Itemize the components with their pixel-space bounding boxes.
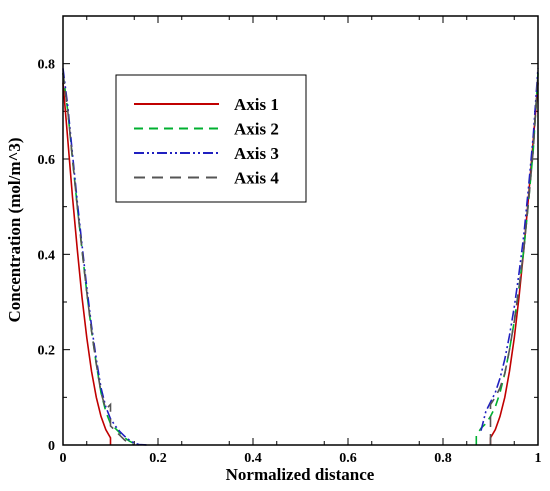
x-tick-label: 0.2 (149, 451, 167, 466)
legend-label-axis-3: Axis 3 (234, 144, 279, 163)
series-line-axis-2 (475, 73, 539, 445)
x-tick-label: 1 (535, 451, 542, 466)
x-tick-label: 0.8 (434, 451, 452, 466)
y-tick-label: 0.6 (38, 153, 56, 168)
x-tick-label: 0.4 (244, 451, 262, 466)
x-axis-title: Normalized distance (226, 465, 375, 484)
y-tick-label: 0 (48, 439, 55, 454)
legend-box (115, 74, 307, 203)
y-axis-title: Concentration (mol/m^3) (5, 137, 24, 322)
series-line-axis-3 (62, 68, 149, 446)
plot-frame (62, 15, 539, 446)
y-tick-label: 0.8 (38, 58, 56, 73)
series-line-axis-3 (480, 68, 539, 431)
series-line-axis-2 (62, 73, 140, 446)
legend: Axis 1 Axis 2 Axis 3 Axis 4 (115, 74, 307, 203)
series-line-axis-4 (489, 73, 539, 445)
legend-label-axis-1: Axis 1 (234, 95, 279, 114)
x-tick-label: 0 (60, 451, 67, 466)
y-tick-label: 0.4 (38, 248, 56, 263)
series-lines (62, 68, 539, 446)
x-tick-label: 0.6 (339, 451, 357, 466)
ticks: 0 0.2 0.4 0.6 0.8 1 0 0.2 0.4 0.6 0.8 (38, 16, 542, 466)
y-tick-label: 0.2 (38, 344, 56, 359)
series-line-axis-4 (62, 73, 135, 446)
legend-label-axis-2: Axis 2 (234, 120, 279, 139)
legend-label-axis-4: Axis 4 (234, 169, 279, 188)
series-line-axis-1 (489, 82, 539, 445)
series-line-axis-1 (62, 82, 112, 445)
